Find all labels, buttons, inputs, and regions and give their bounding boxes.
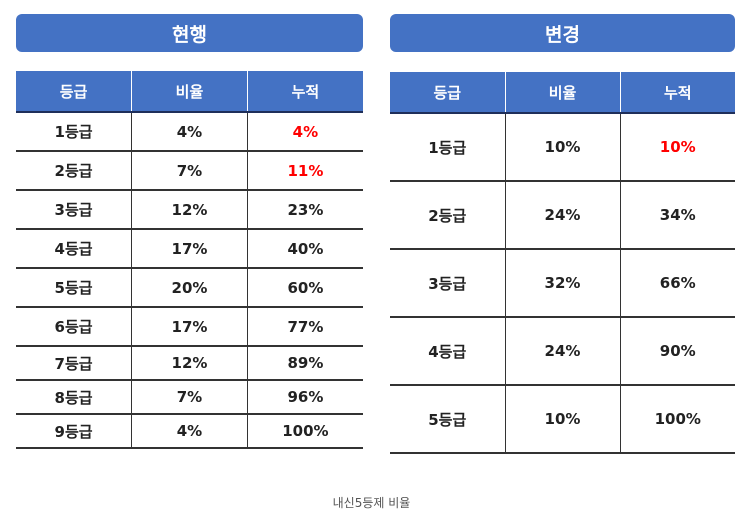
table-row: 5등급 20% 60% xyxy=(16,268,363,308)
table-header-row: 등급 비율 누적 xyxy=(16,71,363,113)
cumulative-cell: 90% xyxy=(619,317,735,386)
changed-table-title: 변경 xyxy=(390,14,735,52)
grade-cell: 6등급 xyxy=(16,307,132,347)
ratio-cell: 17% xyxy=(131,307,248,347)
grade-cell: 9등급 xyxy=(16,414,132,449)
cumulative-cell: 66% xyxy=(619,249,735,318)
table-header-row: 등급 비율 누적 xyxy=(390,72,735,114)
cumulative-cell: 4% xyxy=(246,112,363,152)
table-row: 2등급 7% 11% xyxy=(16,151,363,191)
header-ratio: 비율 xyxy=(504,72,620,114)
cumulative-cell: 10% xyxy=(619,113,735,182)
header-cumulative: 누적 xyxy=(246,71,363,113)
changed-grade-table: 등급 비율 누적 1등급 10% 10% 2등급 24% 34% 3등급 32%… xyxy=(390,72,735,454)
header-cumulative: 누적 xyxy=(619,72,735,114)
grade-cell: 2등급 xyxy=(390,181,505,250)
cumulative-cell: 40% xyxy=(246,229,363,269)
header-ratio: 비율 xyxy=(131,71,248,113)
cumulative-cell: 100% xyxy=(619,385,735,454)
ratio-cell: 10% xyxy=(504,113,620,182)
ratio-cell: 20% xyxy=(131,268,248,308)
table-row: 3등급 32% 66% xyxy=(390,249,735,318)
grade-cell: 4등급 xyxy=(16,229,132,269)
table-row: 1등급 10% 10% xyxy=(390,113,735,182)
cumulative-cell: 96% xyxy=(246,380,363,415)
current-table-title: 현행 xyxy=(16,14,363,52)
header-grade: 등급 xyxy=(390,72,505,114)
ratio-cell: 24% xyxy=(504,181,620,250)
cumulative-cell: 11% xyxy=(246,151,363,191)
grade-cell: 7등급 xyxy=(16,346,132,381)
table-row: 4등급 24% 90% xyxy=(390,317,735,386)
table-row: 2등급 24% 34% xyxy=(390,181,735,250)
ratio-cell: 17% xyxy=(131,229,248,269)
table-row: 1등급 4% 4% xyxy=(16,112,363,152)
ratio-cell: 12% xyxy=(131,346,248,381)
ratio-cell: 4% xyxy=(131,112,248,152)
grade-cell: 5등급 xyxy=(16,268,132,308)
cumulative-cell: 89% xyxy=(246,346,363,381)
table-row: 4등급 17% 40% xyxy=(16,229,363,269)
ratio-cell: 4% xyxy=(131,414,248,449)
ratio-cell: 24% xyxy=(504,317,620,386)
table-row: 9등급 4% 100% xyxy=(16,414,363,449)
ratio-cell: 7% xyxy=(131,380,248,415)
ratio-cell: 32% xyxy=(504,249,620,318)
ratio-cell: 7% xyxy=(131,151,248,191)
grade-cell: 4등급 xyxy=(390,317,505,386)
cumulative-cell: 23% xyxy=(246,190,363,230)
image-caption: 내신5등제 비율 xyxy=(332,496,411,510)
cumulative-cell: 100% xyxy=(246,414,363,449)
cumulative-cell: 77% xyxy=(246,307,363,347)
grade-cell: 3등급 xyxy=(16,190,132,230)
grade-cell: 5등급 xyxy=(390,385,505,454)
table-row: 7등급 12% 89% xyxy=(16,346,363,381)
ratio-cell: 12% xyxy=(131,190,248,230)
current-grade-table: 등급 비율 누적 1등급 4% 4% 2등급 7% 11% 3등급 12% 23… xyxy=(16,71,363,449)
table-row: 5등급 10% 100% xyxy=(390,385,735,454)
table-row: 8등급 7% 96% xyxy=(16,380,363,415)
grade-cell: 2등급 xyxy=(16,151,132,191)
cumulative-cell: 60% xyxy=(246,268,363,308)
ratio-cell: 10% xyxy=(504,385,620,454)
table-row: 6등급 17% 77% xyxy=(16,307,363,347)
grade-cell: 3등급 xyxy=(390,249,505,318)
grade-cell: 1등급 xyxy=(390,113,505,182)
header-grade: 등급 xyxy=(16,71,132,113)
grade-cell: 1등급 xyxy=(16,112,132,152)
grade-cell: 8등급 xyxy=(16,380,132,415)
cumulative-cell: 34% xyxy=(619,181,735,250)
table-row: 3등급 12% 23% xyxy=(16,190,363,230)
